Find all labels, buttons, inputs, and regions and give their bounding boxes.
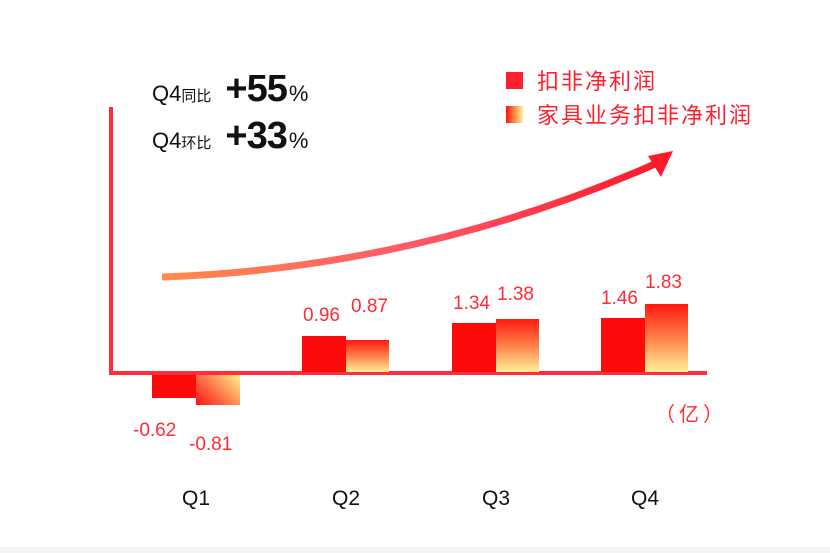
qoq-label: 环比 — [181, 135, 212, 152]
bar-q2-net-profit — [302, 336, 346, 372]
bar-q1-net-profit — [152, 375, 196, 398]
bar-q3-net-profit — [452, 323, 496, 372]
legend-item-furniture-net-profit: 家具业务扣非净利润 — [506, 98, 753, 130]
legend-swatch-red-icon — [506, 71, 523, 89]
value-label-q3-s2: 1.38 — [497, 284, 534, 305]
yoy-stat: Q4 同比 +55 % — [152, 68, 308, 111]
yoy-unit: % — [288, 81, 309, 106]
category-label-q4: Q4 — [630, 487, 659, 510]
bar-q4-furniture-net-profit — [645, 304, 688, 372]
category-label-q2: Q2 — [331, 487, 360, 510]
qoq-unit: % — [288, 128, 309, 153]
value-label-q2-s1: 0.96 — [303, 305, 340, 326]
yoy-value: +55 — [225, 68, 287, 110]
legend-swatch-gradient-icon — [506, 105, 523, 123]
legend-item-net-profit: 扣非净利润 — [506, 64, 657, 96]
category-label-q3: Q3 — [481, 487, 510, 510]
legend-label: 扣非净利润 — [537, 69, 658, 94]
value-label-q4-s2: 1.83 — [645, 272, 682, 293]
bar-q2-furniture-net-profit — [346, 340, 389, 372]
category-label-q1: Q1 — [181, 487, 210, 510]
qoq-stat: Q4 环比 +33 % — [152, 115, 308, 158]
qoq-value: +33 — [225, 115, 287, 157]
value-label-q2-s2: 0.87 — [351, 296, 388, 317]
yoy-quarter: Q4 — [152, 81, 182, 106]
x-axis — [109, 371, 707, 375]
unit-label: （亿） — [655, 404, 727, 426]
bar-q1-furniture-net-profit — [196, 375, 240, 405]
footer-strip — [0, 547, 830, 553]
qoq-quarter: Q4 — [152, 128, 182, 153]
value-label-q3-s1: 1.34 — [453, 293, 490, 314]
legend-label: 家具业务扣非净利润 — [537, 103, 754, 128]
yoy-label: 同比 — [181, 88, 212, 105]
value-label-q1-s2: -0.81 — [189, 434, 233, 455]
value-label-q1-s1: -0.62 — [133, 420, 177, 441]
value-label-q4-s1: 1.46 — [601, 288, 638, 309]
bar-q3-furniture-net-profit — [496, 319, 539, 372]
y-axis — [109, 107, 113, 375]
bar-q4-net-profit — [601, 318, 645, 372]
